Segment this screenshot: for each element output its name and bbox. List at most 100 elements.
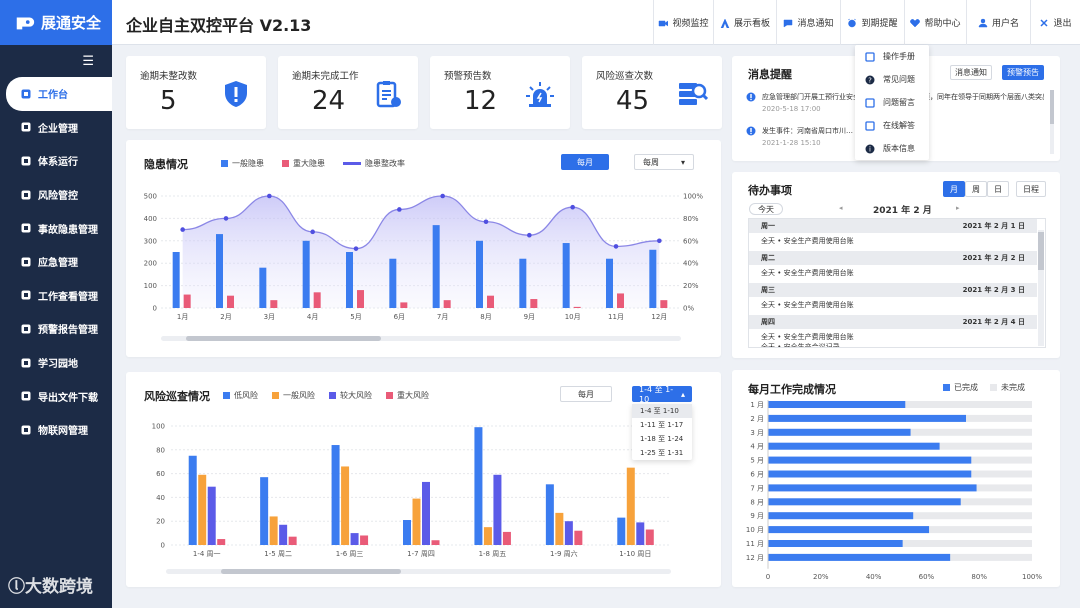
week-option[interactable]: 1-11 至 1-17	[640, 421, 684, 429]
rate-point[interactable]	[310, 229, 315, 235]
bar-1[interactable]	[474, 427, 483, 545]
stat-card[interactable]: 逾期未整改数 5	[126, 56, 266, 129]
monthly-button[interactable]: 每月	[560, 386, 612, 402]
bar-general[interactable]	[216, 234, 223, 308]
topnav-close-button[interactable]: 退出	[1030, 0, 1080, 45]
bar-done[interactable]	[768, 553, 951, 561]
patrol-scrollbar[interactable]	[166, 569, 671, 574]
bar-4[interactable]	[360, 535, 369, 545]
bar-general[interactable]	[389, 258, 397, 308]
bar-2[interactable]	[198, 474, 207, 545]
week-option[interactable]: 1-25 至 1-31	[640, 449, 684, 457]
period-select[interactable]: 每周 ▾	[634, 154, 694, 170]
sidebar-item-fire[interactable]: 风险管控	[0, 178, 112, 212]
sidebar-item-iot[interactable]: 物联网管理	[0, 413, 112, 447]
help-menu-item[interactable]: 在线解答	[855, 114, 929, 137]
notice-tab[interactable]: 消息通知	[950, 65, 992, 80]
bar-4[interactable]	[574, 530, 583, 545]
prev-month-icon[interactable]: ◂	[839, 204, 843, 212]
todo-item[interactable]: 全天 • 安全生产会议记录	[761, 343, 840, 348]
bar-done[interactable]	[768, 414, 966, 422]
bar-1[interactable]	[188, 455, 197, 545]
bar-2[interactable]	[483, 527, 492, 545]
bar-done[interactable]	[768, 512, 914, 520]
bar-done[interactable]	[768, 540, 903, 547]
sidebar-item-workbench[interactable]: 工作台	[6, 77, 112, 111]
message-scrollbar[interactable]	[1050, 90, 1054, 154]
bar-1[interactable]	[260, 477, 269, 545]
bar-done[interactable]	[768, 401, 906, 408]
rate-point[interactable]	[570, 204, 575, 210]
logo[interactable]: 展通安全	[0, 0, 112, 45]
rate-point[interactable]	[483, 219, 489, 225]
bar-general[interactable]	[649, 249, 657, 308]
bar-major[interactable]	[487, 295, 494, 308]
bar-done[interactable]	[768, 456, 972, 464]
bar-general[interactable]	[432, 225, 440, 308]
sidebar-item-system[interactable]: 体系运行	[0, 144, 112, 178]
bar-1[interactable]	[545, 484, 554, 545]
bar-major[interactable]	[617, 293, 624, 308]
message-item[interactable]: 发生事件：河南省周口市川… …试 2021-1-28 15:10	[746, 126, 1046, 147]
sidebar-item-calendar[interactable]: 工作查看管理	[0, 279, 112, 313]
bar-general[interactable]	[302, 240, 310, 308]
bar-1[interactable]	[331, 445, 340, 545]
scrollbar-thumb[interactable]	[1038, 232, 1044, 270]
bar-general[interactable]	[259, 267, 267, 308]
bar-general[interactable]	[562, 243, 570, 308]
todo-scrollbar[interactable]	[1038, 230, 1044, 346]
menu-toggle-icon[interactable]: ☰	[82, 53, 94, 69]
bar-general[interactable]	[346, 252, 353, 308]
bar-major[interactable]	[183, 294, 191, 308]
bar-major[interactable]	[400, 302, 408, 308]
bar-major[interactable]	[443, 300, 451, 308]
next-month-icon[interactable]: ▸	[956, 204, 960, 212]
bar-major[interactable]	[270, 300, 278, 308]
rate-point[interactable]	[223, 216, 229, 221]
topnav-alarm-clock-button[interactable]: 到期提醒	[840, 0, 904, 45]
bar-4[interactable]	[431, 540, 440, 545]
todo-item[interactable]: 全天 • 安全生产费用使用台账	[761, 237, 854, 245]
topnav-message-button[interactable]: 消息通知	[776, 0, 840, 45]
topnav-user-button[interactable]: 用户名	[966, 0, 1030, 45]
warning-tab[interactable]: 预警预告	[1002, 65, 1044, 80]
view-week-button[interactable]: 周	[965, 181, 987, 197]
topnav-video-camera-button[interactable]: 视频监控	[653, 0, 713, 45]
bar-1[interactable]	[617, 517, 626, 545]
rate-point[interactable]	[613, 244, 619, 249]
bar-general[interactable]	[519, 258, 527, 308]
rate-point[interactable]	[440, 193, 445, 199]
week-option[interactable]: 1-18 至 1-24	[640, 435, 684, 443]
week-option[interactable]: 1-4 至 1-10	[632, 404, 692, 418]
bar-1[interactable]	[403, 520, 411, 545]
scrollbar-thumb[interactable]	[1050, 90, 1054, 124]
bar-3[interactable]	[279, 524, 288, 545]
bar-major[interactable]	[357, 290, 364, 308]
stat-card[interactable]: 预警预告数 12	[430, 56, 570, 129]
rate-point[interactable]	[180, 227, 185, 232]
rate-point[interactable]	[267, 193, 272, 199]
bar-done[interactable]	[768, 428, 911, 436]
bar-3[interactable]	[493, 474, 502, 545]
bar-4[interactable]	[502, 531, 511, 545]
bar-done[interactable]	[768, 470, 972, 478]
schedule-button[interactable]: 日程	[1016, 181, 1046, 197]
today-button[interactable]: 今天	[749, 203, 783, 215]
sidebar-item-accident[interactable]: 事故隐患管理	[0, 211, 112, 245]
todo-item[interactable]: 全天 • 安全生产费用使用台账	[761, 301, 854, 309]
bar-2[interactable]	[269, 516, 278, 545]
bar-3[interactable]	[564, 521, 573, 545]
rate-point[interactable]	[657, 238, 662, 244]
bar-3[interactable]	[422, 481, 430, 545]
help-menu-item[interactable]: 问题留言	[855, 91, 929, 114]
help-menu-item[interactable]: i 版本信息	[855, 137, 929, 160]
bar-general[interactable]	[172, 252, 180, 308]
bar-done[interactable]	[768, 442, 940, 450]
rate-point[interactable]	[527, 232, 532, 238]
help-menu-item[interactable]: 操作手册	[855, 45, 929, 68]
scrollbar-thumb[interactable]	[186, 336, 381, 341]
monthly-button[interactable]: 每月	[561, 154, 609, 170]
rate-point[interactable]	[353, 246, 359, 251]
bar-2[interactable]	[626, 467, 635, 545]
sidebar-item-download[interactable]: 导出文件下载	[0, 379, 112, 413]
